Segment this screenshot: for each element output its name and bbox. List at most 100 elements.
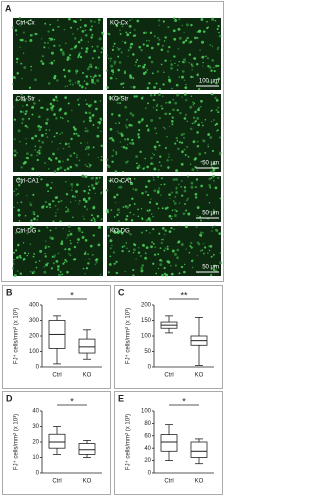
cell-speckle [129, 74, 132, 77]
cell-speckle [199, 49, 201, 51]
panel-label: A [5, 3, 12, 13]
cell-speckle [84, 87, 87, 89]
cell-speckle [134, 178, 136, 180]
cell-speckle [66, 167, 70, 171]
cell-speckle [12, 75, 16, 79]
cell-speckle [115, 271, 119, 275]
cell-speckle [46, 118, 49, 121]
cell-speckle [161, 207, 164, 210]
cell-speckle [132, 274, 135, 277]
cell-speckle [109, 255, 112, 258]
cell-speckle [147, 179, 151, 183]
cell-speckle [33, 253, 36, 255]
scale-label: 50 μm [202, 161, 219, 167]
cell-speckle [173, 252, 177, 256]
cell-speckle [170, 63, 174, 67]
cell-speckle [146, 86, 150, 90]
cell-speckle [142, 65, 146, 69]
cell-speckle [147, 102, 150, 105]
cell-speckle [65, 206, 67, 208]
cell-speckle [166, 159, 169, 162]
cell-speckle [144, 190, 148, 193]
cell-speckle [129, 19, 131, 22]
cell-speckle [47, 42, 49, 44]
cell-speckle [33, 102, 36, 105]
cell-speckle [166, 245, 169, 248]
cell-speckle [109, 239, 113, 243]
cell-speckle [18, 140, 21, 143]
cell-speckle [184, 39, 188, 42]
cell-speckle [75, 156, 78, 159]
cell-speckle [137, 120, 141, 124]
cell-speckle [210, 255, 213, 258]
cell-speckle [84, 163, 87, 166]
y-tick-label: 150 [141, 318, 152, 324]
cell-speckle [47, 190, 49, 193]
cell-speckle [100, 130, 102, 133]
cell-speckle [190, 185, 194, 189]
cell-speckle [152, 228, 155, 231]
cell-speckle [70, 26, 73, 29]
cell-speckle [19, 25, 21, 27]
cell-speckle [93, 218, 96, 221]
cell-speckle [216, 48, 219, 51]
cell-speckle [207, 81, 210, 84]
cell-speckle [135, 95, 138, 98]
y-axis-label: FJ⁺ cells/mm² (x 10³) [125, 308, 132, 364]
cell-speckle [178, 183, 180, 186]
cell-speckle [17, 244, 20, 247]
cell-speckle [96, 134, 100, 138]
cell-speckle [202, 139, 206, 143]
cell-speckle [213, 211, 216, 214]
cell-speckle [196, 254, 198, 257]
cell-speckle [67, 102, 70, 105]
cell-speckle [146, 165, 150, 169]
cell-speckle [202, 232, 204, 234]
cell-speckle [137, 246, 140, 249]
cell-speckle [166, 135, 168, 138]
cell-speckle [211, 18, 215, 21]
cell-speckle [144, 157, 146, 160]
cell-speckle [78, 159, 81, 162]
cell-speckle [165, 102, 167, 104]
cell-speckle [133, 203, 136, 205]
cell-speckle [91, 214, 94, 217]
cell-speckle [178, 60, 180, 63]
cell-speckle [108, 57, 110, 59]
cell-speckle [101, 191, 103, 193]
cell-speckle [44, 22, 47, 25]
cell-speckle [136, 166, 140, 170]
cell-speckle [116, 231, 120, 235]
cell-speckle [93, 21, 96, 23]
cell-speckle [181, 70, 185, 73]
cell-speckle [192, 104, 194, 106]
cell-speckle [69, 201, 72, 203]
cell-speckle [32, 211, 36, 214]
cell-speckle [133, 243, 136, 246]
cell-speckle [77, 242, 79, 244]
cell-speckle [68, 17, 71, 21]
cell-speckle [171, 121, 173, 124]
cell-speckle [146, 40, 148, 42]
cell-speckle [84, 175, 88, 178]
cell-speckle [197, 29, 201, 33]
cell-speckle [68, 253, 70, 255]
cell-speckle [155, 132, 157, 134]
cell-speckle [190, 95, 193, 97]
cell-speckle [132, 268, 135, 272]
cell-speckle [55, 132, 58, 135]
cell-speckle [125, 160, 128, 164]
cell-speckle [124, 124, 127, 127]
cell-speckle [88, 111, 92, 115]
cell-speckle [81, 86, 84, 89]
cell-speckle [62, 147, 65, 150]
cell-speckle [125, 118, 128, 121]
cell-speckle [79, 19, 82, 21]
cell-speckle [125, 218, 128, 221]
cell-speckle [91, 33, 94, 36]
cell-speckle [22, 31, 25, 34]
scale-label: 100 μm [199, 79, 219, 85]
cell-speckle [157, 168, 160, 171]
cell-speckle [48, 203, 52, 206]
cell-speckle [190, 241, 193, 245]
